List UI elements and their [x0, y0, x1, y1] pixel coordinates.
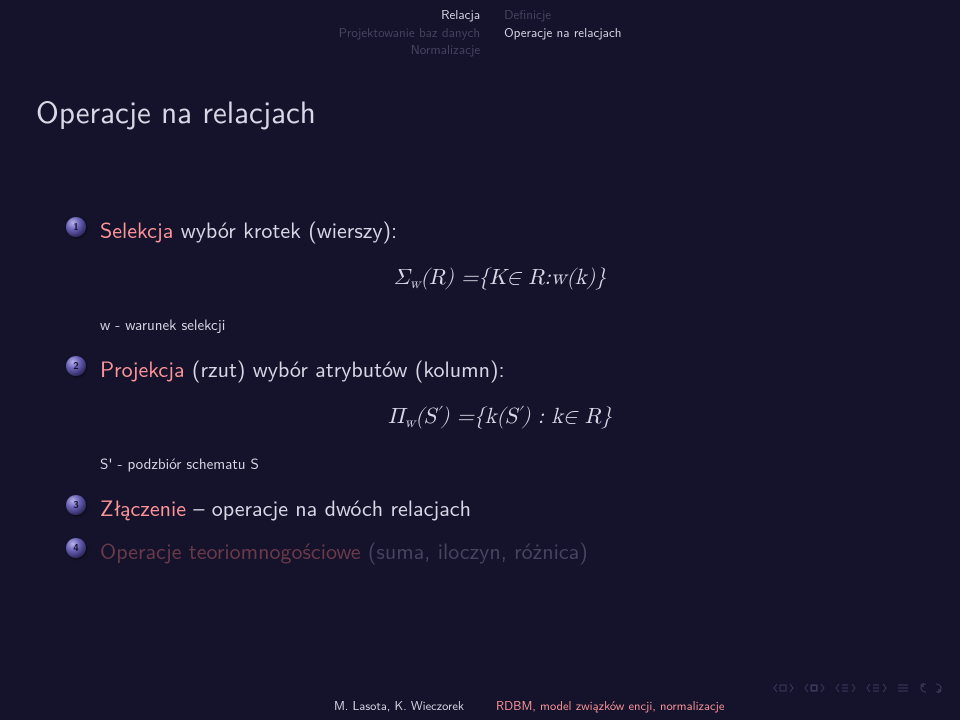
- header-subsection[interactable]: Definicje: [504, 6, 621, 24]
- item-title: Złączenie: [100, 491, 186, 523]
- list-item: 4 Operacje teoriomnogościowe (suma, iloc…: [100, 534, 900, 567]
- nav-symbols[interactable]: [773, 682, 946, 694]
- header-right-col: Definicje Operacje na relacjach: [504, 6, 621, 59]
- item-number-ball: 4: [66, 538, 86, 558]
- nav-section-icon[interactable]: [835, 683, 857, 693]
- item-number-ball: 1: [66, 217, 86, 237]
- item-rest: (rzut) wybór atrybutów (kolumn):: [185, 352, 505, 384]
- nav-doc-icon[interactable]: [866, 683, 888, 693]
- item-rest: wybór krotek (wierszy):: [173, 213, 397, 245]
- footer-author: M. Lasota, K. Wieczorek: [12, 696, 480, 714]
- header-section[interactable]: Projektowanie baz danych: [339, 24, 481, 42]
- list-item: 2 Projekcja (rzut) wybór atrybutów (kolu…: [100, 352, 900, 475]
- nav-back-forward-icon[interactable]: [897, 683, 909, 693]
- header-left-col: Relacja Projektowanie baz danych Normali…: [339, 6, 481, 59]
- frame-title: Operacje na relacjach: [0, 59, 960, 133]
- item-title: Selekcja: [100, 213, 173, 245]
- item-number-ball: 3: [66, 495, 86, 515]
- item-formula: Πw(S′) ={k(S′) : k∈ R}: [100, 401, 900, 435]
- item-note: S' - podzbiór schematu S: [100, 452, 900, 475]
- item-title: Operacje teoriomnogościowe: [100, 534, 361, 566]
- item-formula: Σw(R) ={K∈ R:w(k)}: [100, 262, 900, 296]
- header-section[interactable]: Normalizacje: [339, 41, 481, 59]
- header: Relacja Projektowanie baz danych Normali…: [0, 0, 960, 59]
- nav-subsection-icon[interactable]: [804, 683, 826, 693]
- item-rest: (suma, iloczyn, różnica): [361, 534, 588, 566]
- header-section[interactable]: Relacja: [339, 6, 481, 24]
- content: 1 Selekcja wybór krotek (wierszy): Σw(R)…: [0, 133, 960, 567]
- item-rest: – operacje na dwóch relacjach: [186, 491, 471, 523]
- item-number-ball: 2: [66, 356, 86, 376]
- header-subsection[interactable]: Operacje na relacjach: [504, 24, 621, 42]
- footer-title: RDBM, model związków encji, normalizacje: [480, 696, 948, 714]
- list-item: 3 Złączenie – operacje na dwóch relacjac…: [100, 491, 900, 524]
- footer: M. Lasota, K. Wieczorek RDBM, model zwią…: [0, 694, 960, 720]
- item-title: Projekcja: [100, 352, 185, 384]
- nav-frame-icon[interactable]: [773, 683, 795, 693]
- nav-circ-icon[interactable]: [918, 682, 946, 694]
- item-note: w - warunek selekcji: [100, 313, 900, 336]
- list-item: 1 Selekcja wybór krotek (wierszy): Σw(R)…: [100, 213, 900, 336]
